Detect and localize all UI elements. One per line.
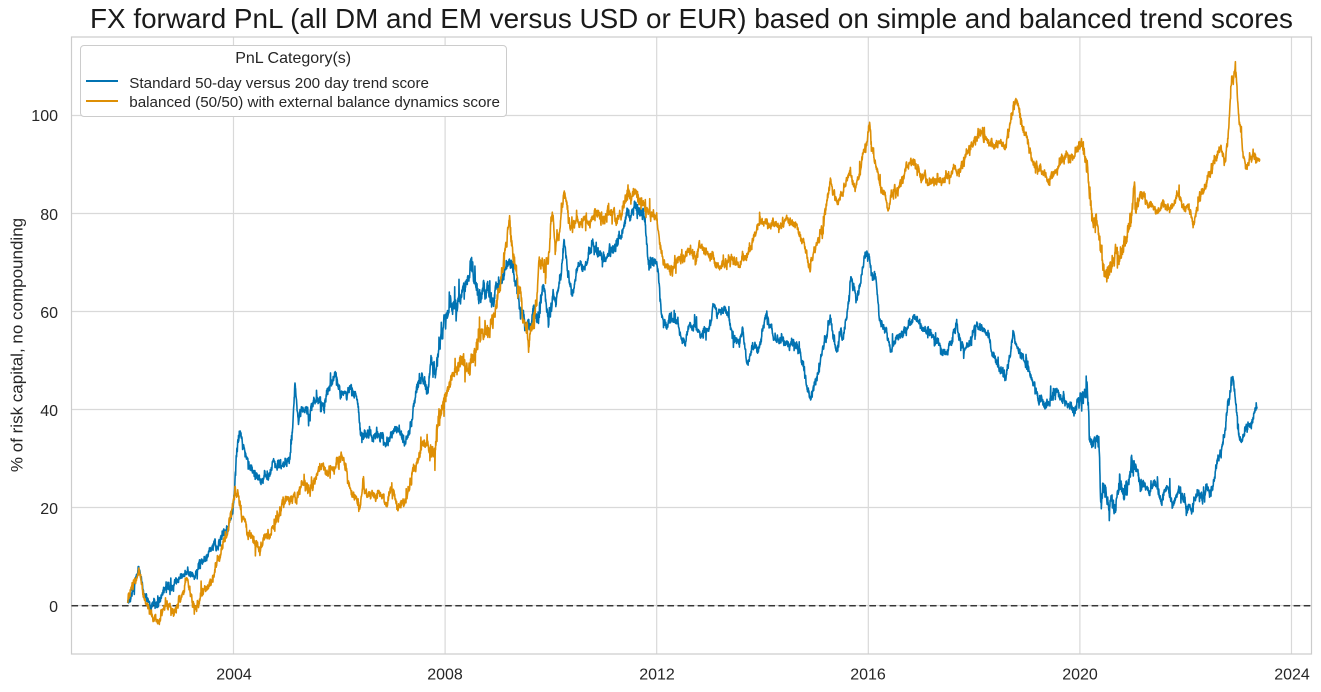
svg-text:2008: 2008	[427, 667, 463, 684]
svg-text:2020: 2020	[1062, 667, 1098, 684]
svg-text:2016: 2016	[850, 667, 886, 684]
svg-text:20: 20	[40, 501, 58, 518]
svg-text:60: 60	[40, 305, 58, 322]
svg-text:2024: 2024	[1274, 667, 1310, 684]
svg-text:% of risk capital, no compound: % of risk capital, no compounding	[8, 218, 27, 472]
svg-text:0: 0	[49, 599, 58, 616]
svg-text:80: 80	[40, 207, 58, 224]
svg-text:100: 100	[31, 108, 58, 125]
svg-text:2004: 2004	[216, 667, 252, 684]
svg-text:40: 40	[40, 403, 58, 420]
svg-text:2012: 2012	[639, 667, 675, 684]
